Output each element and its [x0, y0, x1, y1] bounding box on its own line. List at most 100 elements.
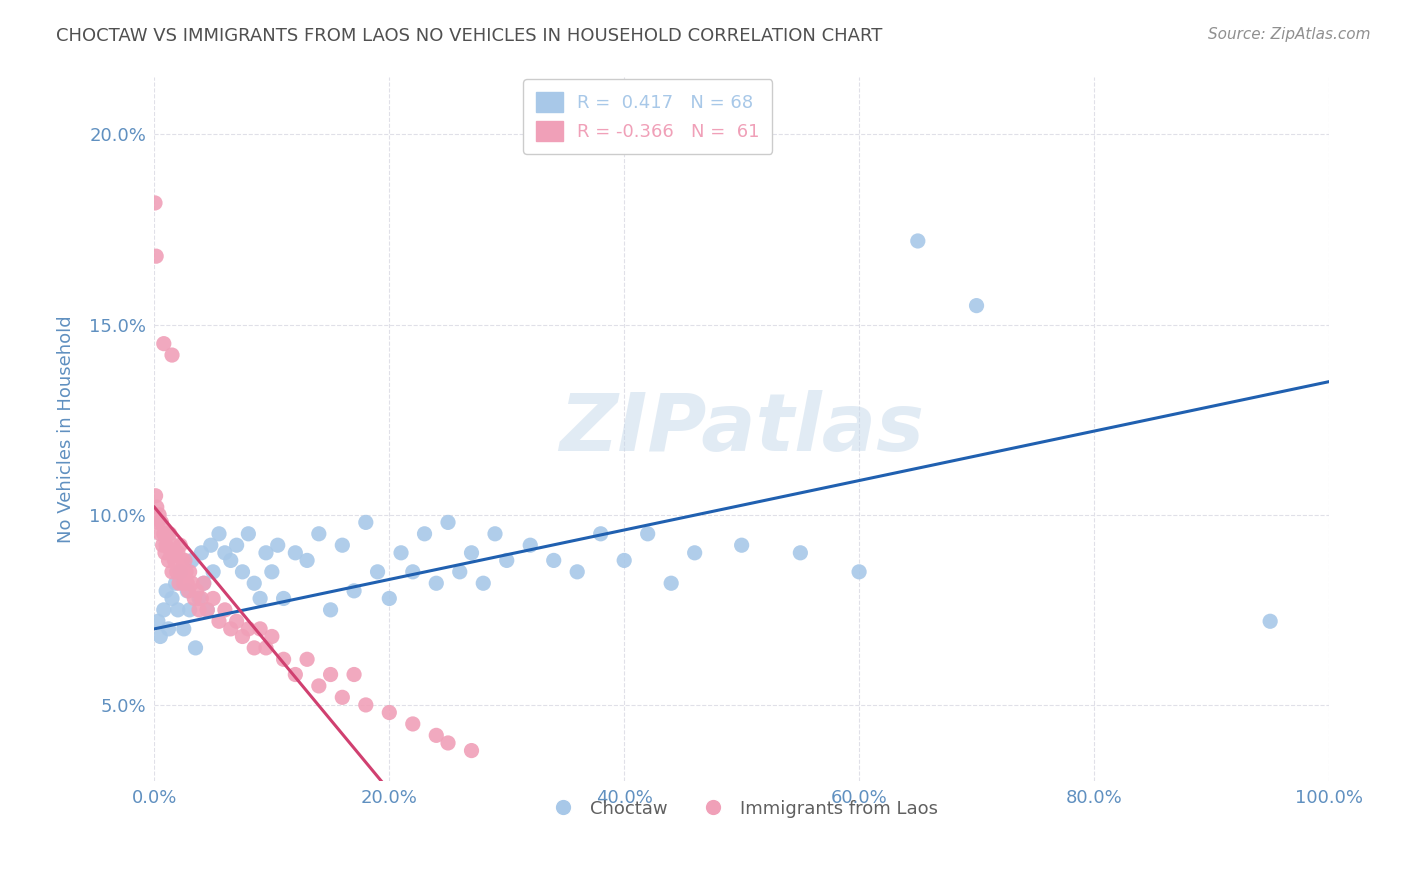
Point: [160, 565, 183, 579]
Point: [155, 538, 177, 552]
Point: [966, 299, 988, 313]
Point: [172, 553, 194, 567]
Point: [319, 667, 342, 681]
Point: [343, 667, 366, 681]
Point: [402, 565, 425, 579]
Point: [449, 565, 471, 579]
Point: [848, 565, 870, 579]
Point: [249, 622, 271, 636]
Point: [437, 736, 460, 750]
Point: [176, 576, 198, 591]
Point: [195, 603, 218, 617]
Point: [193, 576, 215, 591]
Point: [519, 538, 541, 552]
Point: [153, 546, 176, 560]
Point: [190, 546, 212, 560]
Point: [567, 565, 589, 579]
Point: [460, 743, 482, 757]
Point: [173, 622, 195, 636]
Point: [354, 698, 377, 712]
Point: [152, 538, 174, 552]
Text: CHOCTAW VS IMMIGRANTS FROM LAOS NO VEHICLES IN HOUSEHOLD CORRELATION CHART: CHOCTAW VS IMMIGRANTS FROM LAOS NO VEHIC…: [56, 27, 883, 45]
Text: ZIPatlas: ZIPatlas: [560, 390, 924, 468]
Point: [186, 583, 208, 598]
Point: [425, 728, 447, 742]
Point: [284, 546, 307, 560]
Point: [238, 526, 260, 541]
Point: [354, 516, 377, 530]
Point: [402, 717, 425, 731]
Point: [146, 614, 169, 628]
Point: [152, 603, 174, 617]
Point: [231, 565, 253, 579]
Point: [176, 583, 198, 598]
Point: [173, 576, 195, 591]
Point: [174, 565, 197, 579]
Point: [167, 576, 190, 591]
Point: [150, 516, 173, 530]
Point: [149, 526, 172, 541]
Point: [160, 348, 183, 362]
Point: [308, 679, 330, 693]
Point: [284, 667, 307, 681]
Point: [907, 234, 929, 248]
Y-axis label: No Vehicles in Household: No Vehicles in Household: [58, 316, 75, 543]
Point: [167, 603, 190, 617]
Point: [181, 576, 204, 591]
Point: [437, 516, 460, 530]
Point: [254, 546, 277, 560]
Point: [208, 526, 231, 541]
Point: [179, 603, 201, 617]
Point: [188, 603, 211, 617]
Point: [308, 526, 330, 541]
Point: [162, 538, 184, 552]
Point: [165, 546, 187, 560]
Point: [146, 516, 169, 530]
Point: [425, 576, 447, 591]
Point: [202, 565, 225, 579]
Point: [165, 576, 187, 591]
Point: [219, 622, 242, 636]
Point: [472, 576, 495, 591]
Point: [184, 640, 207, 655]
Point: [219, 553, 242, 567]
Point: [202, 591, 225, 606]
Point: [378, 591, 401, 606]
Point: [238, 622, 260, 636]
Point: [683, 546, 706, 560]
Point: [231, 630, 253, 644]
Point: [295, 553, 318, 567]
Point: [214, 546, 236, 560]
Point: [148, 508, 170, 522]
Point: [267, 538, 290, 552]
Point: [260, 630, 283, 644]
Point: [1258, 614, 1281, 628]
Point: [155, 583, 177, 598]
Point: [254, 640, 277, 655]
Point: [243, 640, 266, 655]
Point: [295, 652, 318, 666]
Point: [193, 576, 215, 591]
Point: [181, 553, 204, 567]
Point: [378, 706, 401, 720]
Point: [170, 565, 193, 579]
Point: [495, 553, 517, 567]
Point: [389, 546, 412, 560]
Point: [159, 526, 181, 541]
Point: [367, 565, 389, 579]
Point: [613, 553, 636, 567]
Point: [730, 538, 752, 552]
Point: [152, 336, 174, 351]
Point: [152, 526, 174, 541]
Legend: Choctaw, Immigrants from Laos: Choctaw, Immigrants from Laos: [538, 792, 945, 825]
Point: [659, 576, 682, 591]
Point: [188, 591, 211, 606]
Point: [195, 603, 218, 617]
Point: [174, 553, 197, 567]
Point: [260, 565, 283, 579]
Point: [167, 546, 190, 560]
Point: [460, 546, 482, 560]
Point: [225, 538, 247, 552]
Point: [145, 249, 167, 263]
Point: [177, 583, 200, 598]
